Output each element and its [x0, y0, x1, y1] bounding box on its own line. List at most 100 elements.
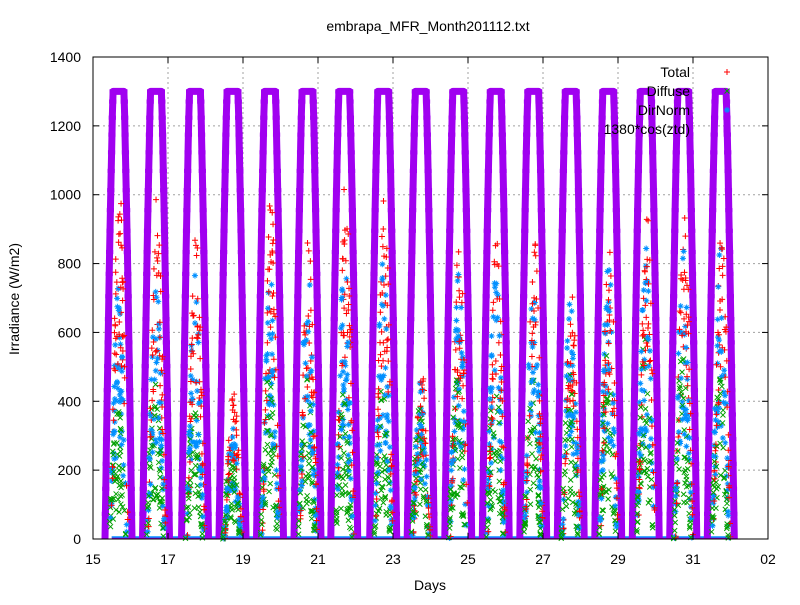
- total-point: [121, 332, 128, 339]
- dirnorm-point: [486, 428, 493, 435]
- diffuse-point: [114, 440, 120, 446]
- diffuse-point: [484, 517, 491, 523]
- dirnorm-point: [636, 399, 643, 406]
- diffuse-point: [345, 464, 351, 471]
- total-point: [564, 359, 571, 366]
- total-point: [150, 338, 157, 345]
- dirnorm-point: [719, 434, 726, 441]
- total-point: [536, 410, 543, 417]
- total-point: [269, 240, 276, 247]
- total-point: [636, 458, 643, 465]
- diffuse-point: [298, 451, 304, 457]
- dirnorm-point: [188, 398, 195, 405]
- dirnorm-point: [563, 407, 570, 414]
- day-group: [366, 87, 401, 540]
- dirnorm-point: [612, 494, 619, 501]
- diffuse-point: [686, 523, 693, 530]
- dirnorm-point: [274, 514, 281, 521]
- diffuse-point: [311, 522, 318, 529]
- model-curve: [553, 87, 588, 540]
- diffuse-point: [685, 458, 691, 465]
- dirnorm-point: [572, 409, 579, 416]
- total-point: [109, 463, 116, 470]
- dirnorm-point: [377, 447, 384, 454]
- dirnorm-point: [348, 497, 355, 504]
- dirnorm-point: [232, 487, 239, 494]
- diffuse-point: [457, 484, 464, 490]
- diffuse-point: [192, 490, 199, 497]
- total-point: [716, 306, 723, 313]
- total-point: [269, 293, 276, 300]
- dirnorm-point: [569, 362, 576, 369]
- dirnorm-point: [600, 452, 607, 459]
- dirnorm-point: [530, 369, 537, 376]
- dirnorm-point: [485, 481, 492, 488]
- diffuse-point: [490, 430, 497, 437]
- diffuse-point: [714, 394, 721, 401]
- total-point: [150, 292, 157, 299]
- dirnorm-point: [335, 454, 342, 461]
- dirnorm-point: [388, 521, 395, 528]
- total-point: [197, 355, 204, 362]
- total-point: [645, 217, 652, 224]
- diffuse-point: [198, 523, 205, 529]
- diffuse-point: [679, 402, 686, 409]
- dirnorm-point: [710, 453, 717, 460]
- total-point: [453, 262, 460, 269]
- x-tick-label: 25: [460, 551, 476, 567]
- total-point: [231, 457, 238, 464]
- dirnorm-point: [386, 444, 393, 451]
- dirnorm-point: [536, 429, 543, 436]
- diffuse-point: [372, 523, 379, 529]
- diffuse-point: [603, 400, 610, 407]
- dirnorm-point: [526, 364, 533, 371]
- total-point: [606, 317, 613, 324]
- dirnorm-point: [417, 438, 424, 445]
- total-point: [454, 393, 461, 400]
- dirnorm-point: [338, 426, 345, 433]
- dirnorm-point: [152, 436, 159, 443]
- total-point: [644, 256, 651, 263]
- dirnorm-point: [373, 442, 380, 449]
- diffuse-point: [611, 507, 618, 514]
- total-point: [348, 462, 355, 469]
- dirnorm-point: [189, 438, 196, 445]
- total-point: [312, 481, 319, 488]
- diffuse-point: [522, 493, 529, 499]
- diffuse-point: [116, 411, 122, 417]
- dirnorm-point: [714, 360, 721, 367]
- dirnorm-point: [158, 436, 165, 443]
- total-point: [386, 378, 393, 385]
- diffuse-point: [422, 513, 429, 520]
- total-point: [489, 375, 496, 382]
- diffuse-point: [647, 450, 654, 457]
- dirnorm-point: [410, 501, 417, 508]
- total-point: [499, 413, 506, 420]
- diffuse-point: [338, 505, 344, 512]
- diffuse-point: [341, 450, 347, 457]
- total-point: [460, 370, 467, 377]
- dirnorm-point: [155, 321, 162, 328]
- total-point: [380, 357, 387, 364]
- diffuse-point: [713, 443, 720, 450]
- dirnorm-point: [372, 490, 379, 497]
- dirnorm-point: [344, 406, 351, 413]
- dirnorm-point: [334, 441, 341, 448]
- diffuse-point: [422, 486, 429, 493]
- dirnorm-point: [228, 442, 235, 449]
- dirnorm-point: [306, 443, 313, 450]
- dirnorm-point: [372, 517, 379, 524]
- dirnorm-point: [494, 292, 501, 299]
- diffuse-point: [485, 489, 491, 496]
- dirnorm-point: [412, 494, 419, 501]
- dirnorm-point: [414, 434, 421, 441]
- total-point: [260, 506, 267, 513]
- diffuse-point: [339, 492, 346, 498]
- dirnorm-point: [111, 418, 118, 425]
- total-point: [272, 366, 279, 373]
- model-curve: [628, 87, 663, 540]
- total-point: [272, 313, 279, 320]
- diffuse-point: [420, 495, 427, 502]
- diffuse-point: [725, 532, 731, 538]
